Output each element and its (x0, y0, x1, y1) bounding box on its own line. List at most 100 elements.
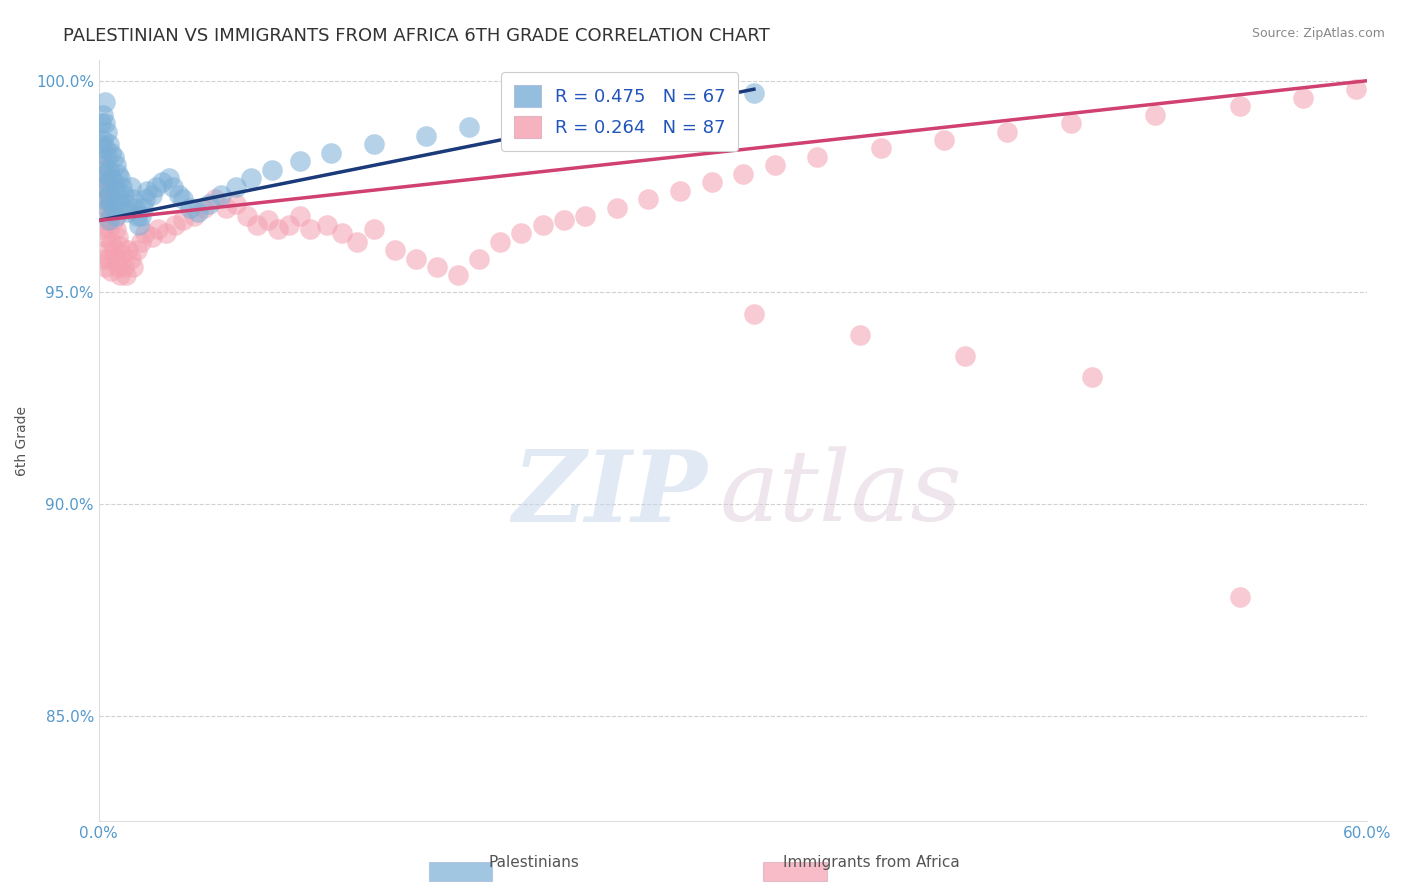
Point (94, 201, 117, 215)
Point (531, 112, 554, 126)
Point (132, 201, 155, 215)
Point (1229, 590, 1251, 604)
Point (91, 252, 114, 266)
Point (107, 192, 129, 206)
Point (606, 201, 628, 215)
Point (214, 201, 236, 215)
Point (136, 184, 159, 198)
Point (108, 196, 131, 211)
Point (384, 243, 406, 257)
Point (100, 171, 122, 186)
Text: ZIP: ZIP (512, 446, 707, 542)
Point (104, 184, 127, 198)
Point (103, 201, 125, 215)
Point (267, 222, 290, 236)
Point (107, 230, 129, 244)
Text: PALESTINIAN VS IMMIGRANTS FROM AFRICA 6TH GRADE CORRELATION CHART: PALESTINIAN VS IMMIGRANTS FROM AFRICA 6T… (63, 27, 770, 45)
Point (1229, 99, 1251, 113)
Point (447, 268, 470, 283)
Point (107, 167, 129, 181)
Point (115, 268, 138, 283)
Point (955, 349, 977, 363)
Point (103, 150, 125, 164)
Point (806, 150, 828, 164)
Point (100, 145, 122, 160)
Point (239, 171, 262, 186)
Point (288, 154, 311, 169)
Point (98, 188, 121, 202)
Point (98, 252, 121, 266)
Point (330, 226, 353, 240)
Point (316, 218, 339, 232)
Point (932, 133, 955, 147)
Point (1060, 116, 1083, 130)
Point (94, 116, 117, 130)
Point (120, 252, 142, 266)
Point (141, 188, 163, 202)
Point (125, 243, 148, 257)
Point (91, 192, 114, 206)
Point (96, 124, 118, 138)
Point (91, 108, 114, 122)
Point (288, 209, 311, 223)
Point (733, 167, 755, 181)
Point (172, 213, 194, 227)
Point (997, 124, 1019, 138)
Point (91, 179, 114, 194)
Point (209, 188, 232, 202)
Point (574, 209, 596, 223)
Point (146, 222, 169, 236)
Point (763, 158, 786, 172)
Point (90, 116, 112, 130)
Point (426, 260, 449, 274)
Point (415, 128, 437, 143)
Point (742, 87, 765, 101)
Point (91, 222, 114, 236)
Point (363, 222, 385, 236)
Point (98, 137, 121, 152)
Point (346, 235, 368, 249)
Point (145, 179, 167, 194)
Point (98, 213, 121, 227)
Point (363, 137, 385, 152)
Point (1346, 82, 1368, 96)
Point (117, 205, 139, 219)
Point (94, 260, 117, 274)
Point (155, 226, 177, 240)
Point (91, 162, 114, 177)
Point (262, 162, 284, 177)
Point (197, 196, 219, 211)
Point (183, 209, 205, 223)
Point (179, 201, 201, 215)
Point (121, 260, 143, 274)
Point (129, 235, 152, 249)
Point (90, 150, 112, 164)
Point (94, 95, 117, 109)
Point (129, 209, 152, 223)
Y-axis label: 6th Grade: 6th Grade (15, 406, 30, 475)
Point (204, 192, 226, 206)
Point (869, 141, 891, 155)
Text: Palestinians: Palestinians (489, 855, 579, 870)
Point (96, 150, 118, 164)
Point (94, 167, 117, 181)
Point (121, 192, 143, 206)
Point (141, 230, 163, 244)
Point (94, 141, 117, 155)
Point (96, 201, 118, 215)
Point (91, 158, 114, 172)
Point (125, 209, 148, 223)
Point (157, 171, 180, 186)
Point (96, 213, 118, 227)
Point (91, 133, 114, 147)
Point (742, 307, 765, 321)
Point (134, 226, 156, 240)
Point (100, 196, 122, 211)
Point (489, 235, 512, 249)
Point (700, 175, 723, 189)
Point (107, 260, 129, 274)
Point (510, 226, 533, 240)
Point (96, 175, 118, 189)
Point (187, 205, 209, 219)
Point (117, 243, 139, 257)
